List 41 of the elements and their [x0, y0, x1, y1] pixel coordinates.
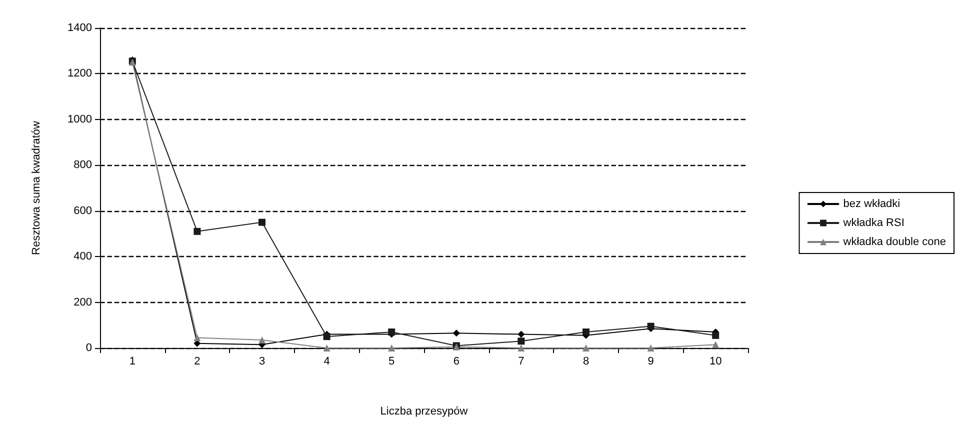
x-axis-title: Liczba przesypów: [380, 406, 468, 418]
point: [518, 330, 525, 338]
x-tick-label: 9: [648, 356, 654, 368]
point: [388, 328, 396, 336]
point: [712, 332, 720, 339]
legend-label: bez wkładki: [843, 198, 900, 210]
point: [323, 333, 330, 340]
point: [452, 330, 460, 337]
point: [258, 336, 266, 344]
y-tick-label: 0: [86, 342, 92, 354]
x-tick-label: 5: [388, 356, 395, 368]
x-tick-label: 4: [324, 356, 330, 368]
point: [518, 338, 525, 345]
point: [712, 341, 720, 348]
point: [582, 328, 590, 336]
x-tick-label: 6: [453, 356, 460, 368]
y-axis-title: Resztowa suma kwadratów: [30, 121, 42, 255]
x-tick-label: 2: [194, 356, 200, 368]
x-tick-label: 3: [258, 356, 266, 368]
point: [194, 334, 201, 342]
y-tick-label: 800: [74, 159, 92, 172]
y-tick-label: 200: [74, 296, 92, 308]
point: [647, 344, 654, 352]
y-tick-label: 1400: [68, 22, 92, 34]
legend-label: wkładka double cone: [842, 236, 946, 248]
x-tick-label: 8: [582, 356, 590, 368]
point: [582, 344, 590, 352]
point: [258, 218, 266, 226]
point: [647, 322, 654, 330]
point: [388, 344, 396, 352]
y-tick-label: 600: [74, 204, 92, 217]
y-tick-label: 400: [74, 250, 92, 263]
point: [323, 344, 330, 352]
legend-label: wkładka RSI: [842, 217, 904, 229]
y-tick-label: 1000: [68, 113, 92, 126]
x-tick-label: 10: [709, 356, 722, 368]
x-tick-label: 1: [129, 356, 136, 368]
x-tick-label: 7: [518, 356, 524, 368]
y-tick-label: 1200: [68, 68, 92, 80]
point: [194, 228, 201, 235]
point: [518, 344, 525, 352]
